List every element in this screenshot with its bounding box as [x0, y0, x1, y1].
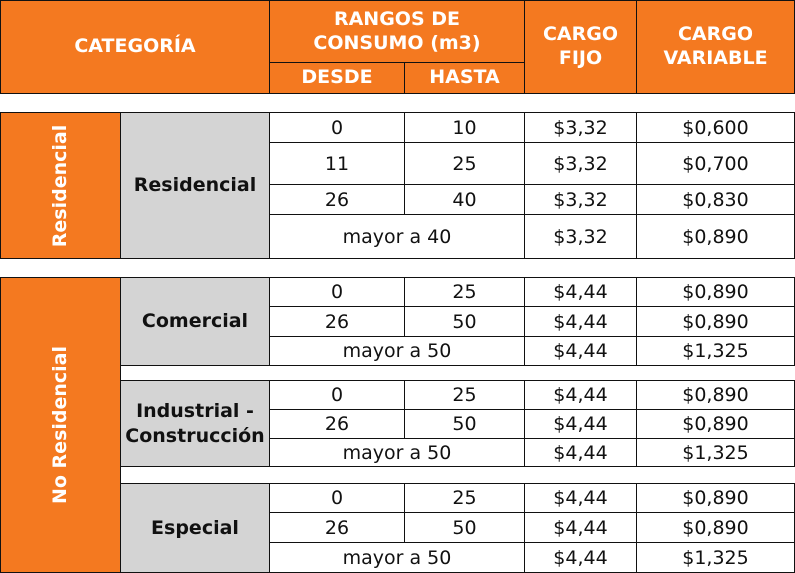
cell-cargo-variable: $0,600: [636, 112, 795, 143]
cell-cargo-fijo: $4,44: [524, 277, 637, 307]
cell-desde: 0: [269, 112, 405, 143]
cell-hasta: 50: [404, 409, 525, 439]
cell-hasta: 10: [404, 112, 525, 143]
cell-cargo-fijo: $4,44: [524, 336, 637, 366]
cell-cargo-fijo: $4,44: [524, 542, 637, 573]
cell-cargo-fijo: $4,44: [524, 438, 637, 467]
cell-cargo-variable: $1,325: [636, 542, 795, 573]
cell-cargo-variable: $0,890: [636, 306, 795, 337]
cell-desde: 0: [269, 277, 405, 307]
cell-desde: 26: [269, 512, 405, 543]
cell-hasta: 50: [404, 512, 525, 543]
cell-hasta: 50: [404, 306, 525, 337]
cell-cargo-variable: $0,830: [636, 184, 795, 215]
cell-cargo-variable: $0,890: [636, 409, 795, 439]
cell-desde: 26: [269, 409, 405, 439]
cell-range: mayor a 50: [269, 542, 525, 573]
cell-cargo-fijo: $3,32: [524, 214, 637, 259]
cell-cargo-variable: $1,325: [636, 336, 795, 366]
cell-cargo-fijo: $4,44: [524, 483, 637, 513]
header-categoria: CATEGORÍA: [0, 0, 270, 94]
subcategory-industrial-construccion: Industrial - Construcción: [120, 380, 270, 467]
side-label-residencial: Residencial: [0, 112, 121, 259]
cell-cargo-fijo: $3,32: [524, 184, 637, 215]
cell-cargo-fijo: $4,44: [524, 409, 637, 439]
header-cargo-variable: CARGO VARIABLE: [636, 0, 795, 94]
subcategory-especial: Especial: [120, 483, 270, 573]
subcategory-residencial: Residencial: [120, 112, 270, 259]
header-cargo-fijo: CARGO FIJO: [524, 0, 637, 94]
header-rangos-consumo: RANGOS DE CONSUMO (m3): [269, 0, 525, 63]
header-desde: DESDE: [269, 62, 405, 94]
cell-cargo-variable: $0,890: [636, 512, 795, 543]
cell-cargo-variable: $1,325: [636, 438, 795, 467]
cell-cargo-variable: $0,890: [636, 483, 795, 513]
cell-cargo-fijo: $3,32: [524, 142, 637, 185]
cell-desde: 0: [269, 483, 405, 513]
cell-hasta: 25: [404, 277, 525, 307]
cell-cargo-fijo: $4,44: [524, 306, 637, 337]
cell-desde: 11: [269, 142, 405, 185]
cell-cargo-variable: $0,890: [636, 380, 795, 410]
cell-cargo-variable: $0,890: [636, 214, 795, 259]
cell-desde: 0: [269, 380, 405, 410]
cell-cargo-variable: $0,700: [636, 142, 795, 185]
cell-cargo-fijo: $3,32: [524, 112, 637, 143]
cell-range: mayor a 50: [269, 336, 525, 366]
side-label-no-residencial: No Residencial: [0, 277, 121, 573]
cell-hasta: 40: [404, 184, 525, 215]
cell-cargo-fijo: $4,44: [524, 512, 637, 543]
cell-hasta: 25: [404, 380, 525, 410]
cell-range: mayor a 40: [269, 214, 525, 259]
cell-desde: 26: [269, 184, 405, 215]
cell-cargo-variable: $0,890: [636, 277, 795, 307]
cell-hasta: 25: [404, 483, 525, 513]
cell-desde: 26: [269, 306, 405, 337]
cell-range: mayor a 50: [269, 438, 525, 467]
cell-hasta: 25: [404, 142, 525, 185]
header-hasta: HASTA: [404, 62, 525, 94]
subcategory-comercial: Comercial: [120, 277, 270, 366]
cell-cargo-fijo: $4,44: [524, 380, 637, 410]
